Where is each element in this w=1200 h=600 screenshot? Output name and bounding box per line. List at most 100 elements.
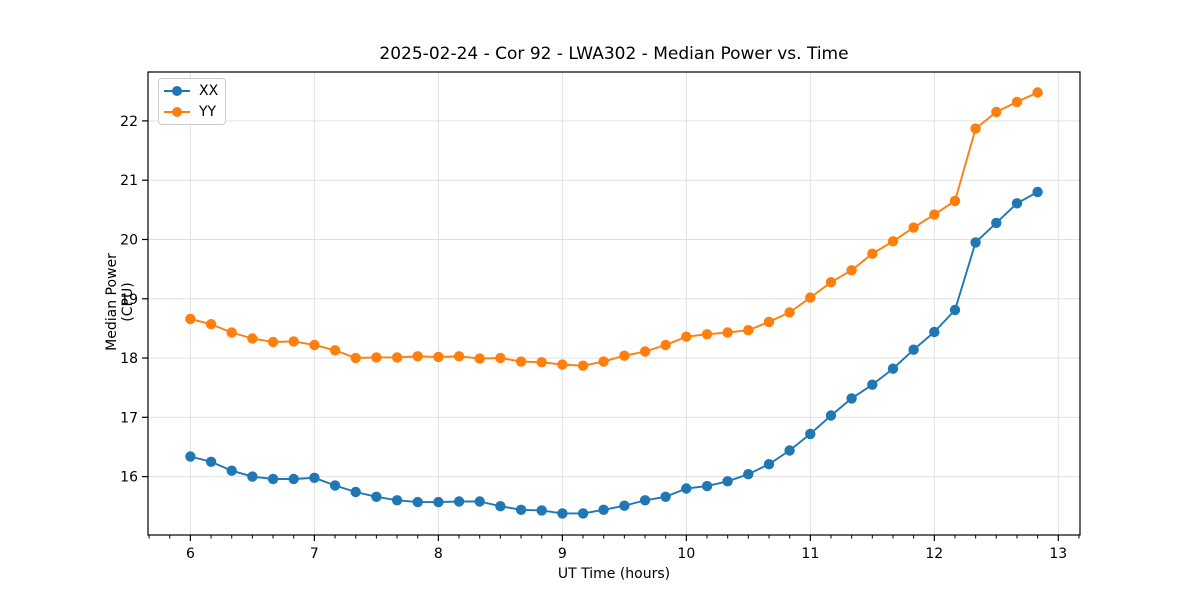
chart-title: 2025-02-24 - Cor 92 - LWA302 - Median Po… — [379, 44, 849, 64]
series-xx-point — [722, 476, 733, 487]
series-yy-point — [350, 352, 361, 364]
x-tick-label: 9 — [558, 546, 567, 562]
series-yy-point — [970, 123, 981, 134]
series-xx-point — [949, 304, 961, 316]
series-xx-point — [991, 217, 1002, 229]
series-xx-point — [743, 469, 754, 480]
series-yy-point — [309, 339, 320, 351]
legend-label-yy: YY — [199, 103, 217, 120]
series-yy-point — [619, 350, 630, 361]
series-xx-point — [598, 504, 609, 515]
series-xx-point — [515, 504, 527, 515]
series-xx-point — [247, 471, 258, 482]
series-xx-point — [205, 456, 217, 467]
series-xx-point — [1032, 186, 1043, 198]
x-tick-label: 10 — [677, 546, 695, 562]
series-yy-point — [908, 222, 919, 233]
series-yy-point — [784, 307, 795, 318]
series-xx-point — [350, 486, 361, 498]
series-yy-point — [743, 325, 754, 336]
series-xx-point — [226, 465, 237, 476]
x-tick-label: 8 — [434, 546, 443, 562]
legend-marker-yy-icon — [164, 106, 190, 117]
series-yy-point — [371, 352, 382, 363]
y-axis-label: Median Power (CPU) — [104, 253, 136, 351]
series-xx-point — [391, 495, 403, 506]
series-yy-point — [846, 265, 857, 276]
y-tick-label: 18 — [120, 351, 138, 367]
series-yy-point — [681, 331, 692, 342]
series-xx-point — [1011, 198, 1023, 209]
series-xx-point — [908, 344, 919, 355]
series-yy-point — [763, 316, 775, 328]
series-yy-point — [825, 277, 837, 288]
series-yy-point — [536, 357, 547, 368]
series-xx-point — [267, 473, 279, 485]
x-tick-label: 13 — [1049, 546, 1067, 562]
legend-item-yy: YY — [163, 102, 219, 122]
series-yy-point — [412, 351, 423, 362]
series-xx-point — [619, 500, 630, 511]
series-xx-point — [805, 428, 816, 440]
series-yy-point — [701, 329, 713, 340]
series-xx-point — [329, 480, 341, 491]
series-yy-point — [391, 352, 403, 363]
series-yy-point — [329, 345, 341, 356]
legend-label-xx: XX — [199, 83, 219, 100]
series-xx-point — [371, 491, 382, 502]
y-tick-label: 22 — [120, 114, 138, 130]
series-xx-point — [681, 483, 692, 494]
series-yy-point — [577, 360, 589, 371]
legend: XX YY — [158, 78, 226, 125]
x-tick-label: 12 — [925, 546, 943, 562]
series-yy-point — [474, 353, 485, 364]
series-xx-point — [887, 363, 899, 374]
y-tick-label: 16 — [120, 470, 138, 486]
series-xx-point — [495, 501, 506, 512]
series-yy-point — [433, 351, 444, 363]
series-xx-point — [784, 445, 795, 456]
legend-item-xx: XX — [163, 81, 219, 101]
x-tick-label: 11 — [801, 546, 819, 562]
series-yy-point — [226, 327, 237, 338]
series-yy-point — [557, 359, 568, 370]
series-yy-point — [991, 106, 1002, 118]
series-yy-point — [867, 248, 878, 259]
series-xx-point — [846, 393, 857, 404]
series-yy-point — [288, 336, 299, 347]
series-xx-point — [474, 496, 485, 507]
series-xx-point — [412, 496, 423, 508]
y-tick-label: 17 — [120, 410, 138, 426]
series-yy-point — [639, 346, 651, 357]
series-xx-point — [433, 496, 444, 508]
series-yy-point — [453, 351, 465, 362]
series-xx-point — [288, 473, 299, 485]
series-xx-point — [970, 237, 981, 248]
series-xx-point — [929, 326, 940, 338]
x-tick-label: 6 — [186, 546, 195, 562]
series-yy-point — [185, 313, 196, 325]
series-yy-point — [805, 292, 816, 303]
series-yy-point — [598, 356, 609, 367]
x-tick-label: 7 — [310, 546, 319, 562]
series-yy-point — [515, 356, 527, 367]
series-yy-point — [722, 327, 733, 338]
series-yy-point — [949, 195, 961, 207]
series-xx-point — [701, 480, 713, 492]
series-yy-point — [887, 236, 899, 247]
series-yy-point — [205, 319, 217, 330]
x-axis-label: UT Time (hours) — [557, 566, 671, 582]
y-tick-label: 21 — [120, 173, 138, 189]
axes-spines — [147, 71, 1081, 536]
series-xx-point — [639, 495, 651, 506]
y-tick-label: 20 — [120, 232, 138, 248]
series-xx-point — [577, 508, 589, 519]
series-xx-point — [825, 410, 837, 421]
series-xx-point — [867, 379, 878, 390]
series-yy-point — [495, 352, 506, 364]
series-xx-point — [453, 496, 465, 507]
series-xx-point — [557, 508, 568, 519]
series-yy-point — [929, 209, 940, 220]
series-yy-point — [247, 333, 258, 344]
